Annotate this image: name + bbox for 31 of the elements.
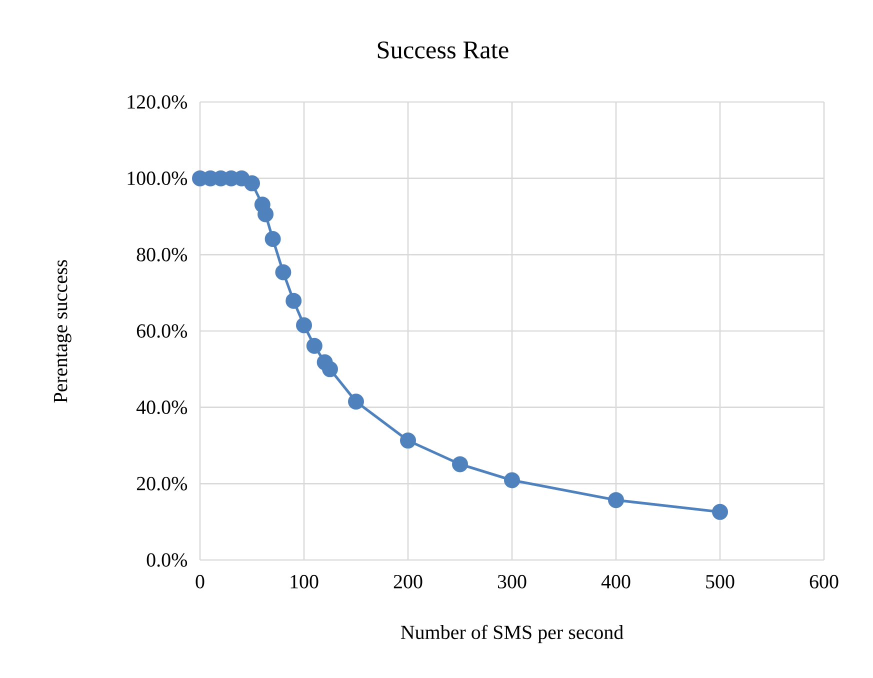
point	[296, 317, 312, 334]
x-tick-label: 400	[601, 574, 630, 588]
x-tick-label: 500	[706, 574, 734, 588]
x-axis-title: Number of SMS per second	[400, 624, 624, 644]
point	[286, 292, 302, 309]
point	[275, 264, 292, 280]
point	[452, 456, 468, 472]
point	[348, 394, 364, 410]
y-tick-label: 20.0%	[136, 476, 188, 490]
y-tick-label: 80.0%	[136, 248, 188, 262]
y-tick-label: 40.0%	[136, 400, 188, 414]
x-tick-label: 600	[810, 574, 838, 588]
y-axis-title: Perentage success	[54, 260, 72, 403]
x-tick-label: 200	[394, 574, 422, 588]
point	[258, 206, 274, 222]
point	[306, 338, 322, 354]
x-tick-label: 100	[290, 574, 318, 588]
point	[712, 504, 728, 520]
x-tick-label: 0	[196, 574, 204, 588]
point	[322, 361, 338, 378]
point	[504, 472, 520, 488]
chart-title: Success Rate	[378, 41, 508, 59]
point	[264, 231, 281, 248]
point	[608, 492, 624, 508]
point	[244, 175, 260, 192]
y-tick-label: 60.0%	[136, 324, 188, 338]
x-tick-label: 300	[498, 574, 526, 588]
y-tick-label: 0.0%	[146, 553, 188, 567]
point	[400, 432, 416, 449]
y-tick-label: 100.0%	[128, 172, 188, 186]
y-tick-label: 120.0%	[128, 95, 188, 109]
